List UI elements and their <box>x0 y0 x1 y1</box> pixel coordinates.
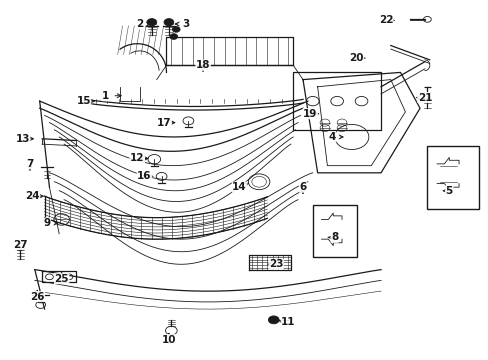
Text: 23: 23 <box>268 259 283 269</box>
Text: 9: 9 <box>43 218 50 228</box>
Text: 16: 16 <box>137 171 151 181</box>
Text: 19: 19 <box>303 109 317 119</box>
Text: 3: 3 <box>182 19 189 29</box>
Text: 25: 25 <box>54 274 69 284</box>
Text: 6: 6 <box>299 182 306 192</box>
Text: 15: 15 <box>76 96 91 106</box>
Text: 8: 8 <box>330 232 338 242</box>
Text: 26: 26 <box>30 292 44 302</box>
Circle shape <box>169 34 177 40</box>
Circle shape <box>172 27 180 32</box>
FancyBboxPatch shape <box>427 146 478 209</box>
Text: 2: 2 <box>136 19 143 29</box>
Text: 20: 20 <box>349 53 363 63</box>
Text: 13: 13 <box>15 134 30 144</box>
Text: 5: 5 <box>445 186 452 196</box>
Text: 18: 18 <box>195 60 210 70</box>
FancyBboxPatch shape <box>312 205 356 257</box>
Text: 21: 21 <box>417 93 431 103</box>
Text: 17: 17 <box>157 118 171 128</box>
Text: 12: 12 <box>130 153 144 163</box>
Text: 11: 11 <box>281 317 295 327</box>
Circle shape <box>268 316 279 324</box>
Text: 4: 4 <box>328 132 335 142</box>
Text: 1: 1 <box>102 91 109 101</box>
Text: 24: 24 <box>25 191 40 201</box>
Text: 7: 7 <box>26 159 34 169</box>
Text: 10: 10 <box>162 334 176 345</box>
Text: 22: 22 <box>378 15 392 26</box>
Circle shape <box>147 19 157 26</box>
Text: 27: 27 <box>13 239 27 249</box>
Circle shape <box>163 19 173 26</box>
Text: 14: 14 <box>232 182 246 192</box>
